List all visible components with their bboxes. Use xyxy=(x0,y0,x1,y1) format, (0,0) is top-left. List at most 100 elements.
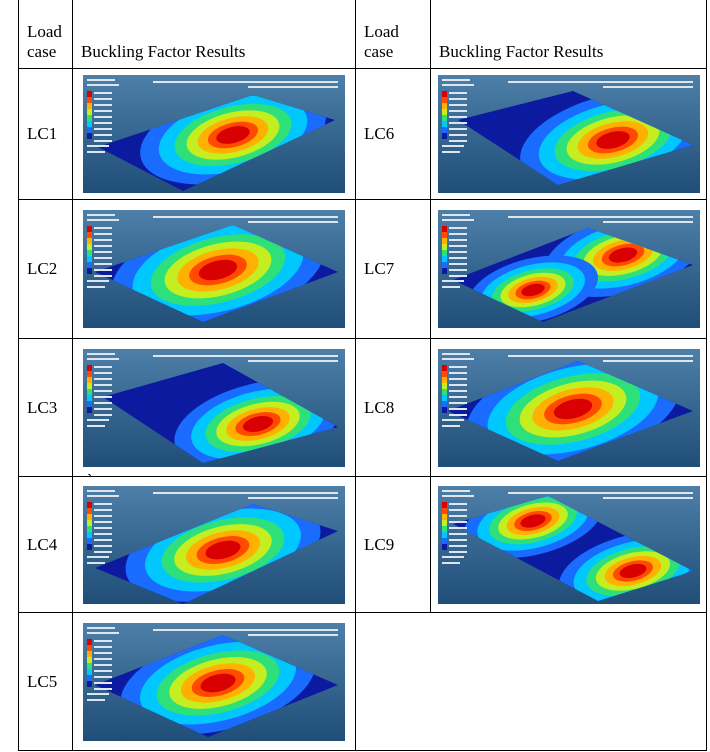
legend-swatch xyxy=(87,268,92,274)
legend-swatch xyxy=(87,669,92,675)
result-image-cell xyxy=(431,477,707,613)
legend-swatch xyxy=(87,244,92,250)
legend-text xyxy=(449,98,467,100)
legend-swatch xyxy=(87,639,92,645)
legend-text xyxy=(449,396,467,398)
legend-text xyxy=(449,521,467,523)
legend-swatch xyxy=(442,532,447,538)
legend-swatch xyxy=(442,91,447,97)
legend-text xyxy=(94,539,112,541)
legend-swatch xyxy=(87,226,92,232)
title-text xyxy=(603,360,693,362)
legend-text xyxy=(94,140,112,142)
legend-swatch xyxy=(442,383,447,389)
legend-text xyxy=(94,227,112,229)
legend-text xyxy=(94,521,112,523)
legend-text xyxy=(449,402,467,404)
legend-text xyxy=(449,384,467,386)
info-text xyxy=(87,632,119,634)
legend-swatch xyxy=(442,268,447,274)
legend-text xyxy=(94,676,112,678)
legend-text xyxy=(94,640,112,642)
result-image-cell xyxy=(73,200,356,339)
title-text xyxy=(603,86,693,88)
title-text xyxy=(603,221,693,223)
legend-text xyxy=(94,527,112,529)
contour-plot-image xyxy=(83,210,345,328)
legend-text xyxy=(94,98,112,100)
info-text xyxy=(442,419,464,421)
load-case-cell: LC3 xyxy=(19,339,73,477)
legend-text xyxy=(94,116,112,118)
info-text xyxy=(87,145,109,147)
legend-text xyxy=(449,263,467,265)
info-text xyxy=(87,353,115,355)
legend-swatch xyxy=(442,103,447,109)
legend-text xyxy=(94,408,112,410)
legend-swatch xyxy=(87,395,92,401)
legend-swatch xyxy=(87,657,92,663)
load-case-cell: LC1 xyxy=(19,69,73,200)
legend-swatch xyxy=(442,365,447,371)
legend-text xyxy=(94,257,112,259)
legend-text xyxy=(449,366,467,368)
info-text xyxy=(87,151,105,153)
title-text xyxy=(603,497,693,499)
legend-text xyxy=(94,396,112,398)
legend-swatch xyxy=(87,651,92,657)
info-text xyxy=(87,358,119,360)
info-text xyxy=(442,214,470,216)
title-text xyxy=(153,492,338,494)
legend-text xyxy=(94,263,112,265)
empty-cell xyxy=(356,613,707,751)
legend-swatch xyxy=(442,502,447,508)
result-image-cell xyxy=(431,339,707,477)
legend-text xyxy=(94,414,112,416)
result-image-cell xyxy=(73,69,356,200)
legend-swatch xyxy=(87,232,92,238)
legend-swatch xyxy=(442,377,447,383)
legend-text xyxy=(94,378,112,380)
contour-plot-image xyxy=(438,210,700,328)
legend-text xyxy=(94,390,112,392)
legend-text xyxy=(94,688,112,690)
legend-swatch xyxy=(87,109,92,115)
legend-swatch xyxy=(87,514,92,520)
legend-swatch xyxy=(442,109,447,115)
legend-swatch xyxy=(87,526,92,532)
contour-plot-image xyxy=(438,486,700,604)
info-text xyxy=(442,556,464,558)
legend-text xyxy=(94,551,112,553)
legend-swatch xyxy=(442,526,447,532)
load-case-cell: LC9 xyxy=(356,477,431,613)
legend-text xyxy=(94,652,112,654)
legend-swatch xyxy=(442,395,447,401)
legend-swatch xyxy=(87,538,92,544)
legend-text xyxy=(94,275,112,277)
legend-swatch xyxy=(442,544,447,550)
legend-swatch xyxy=(87,256,92,262)
table-row: LC5 xyxy=(19,613,707,751)
header-row: Load case Buckling Factor Results Load c… xyxy=(19,0,707,69)
legend-swatch xyxy=(442,520,447,526)
header-cell: Buckling Factor Results xyxy=(431,0,707,69)
info-text xyxy=(442,151,460,153)
load-case-cell: LC2 xyxy=(19,200,73,339)
legend-swatch xyxy=(442,133,447,139)
info-text xyxy=(442,495,474,497)
legend-swatch xyxy=(87,508,92,514)
legend-swatch xyxy=(442,538,447,544)
legend-text xyxy=(449,110,467,112)
legend-swatch xyxy=(87,127,92,133)
legend-text xyxy=(449,372,467,374)
info-text xyxy=(442,286,460,288)
legend-text xyxy=(449,515,467,517)
info-text xyxy=(442,84,474,86)
legend-text xyxy=(94,646,112,648)
contour-plot-image xyxy=(438,349,700,467)
legend-text xyxy=(449,503,467,505)
title-text xyxy=(153,355,338,357)
legend-swatch xyxy=(87,383,92,389)
legend-text xyxy=(94,251,112,253)
